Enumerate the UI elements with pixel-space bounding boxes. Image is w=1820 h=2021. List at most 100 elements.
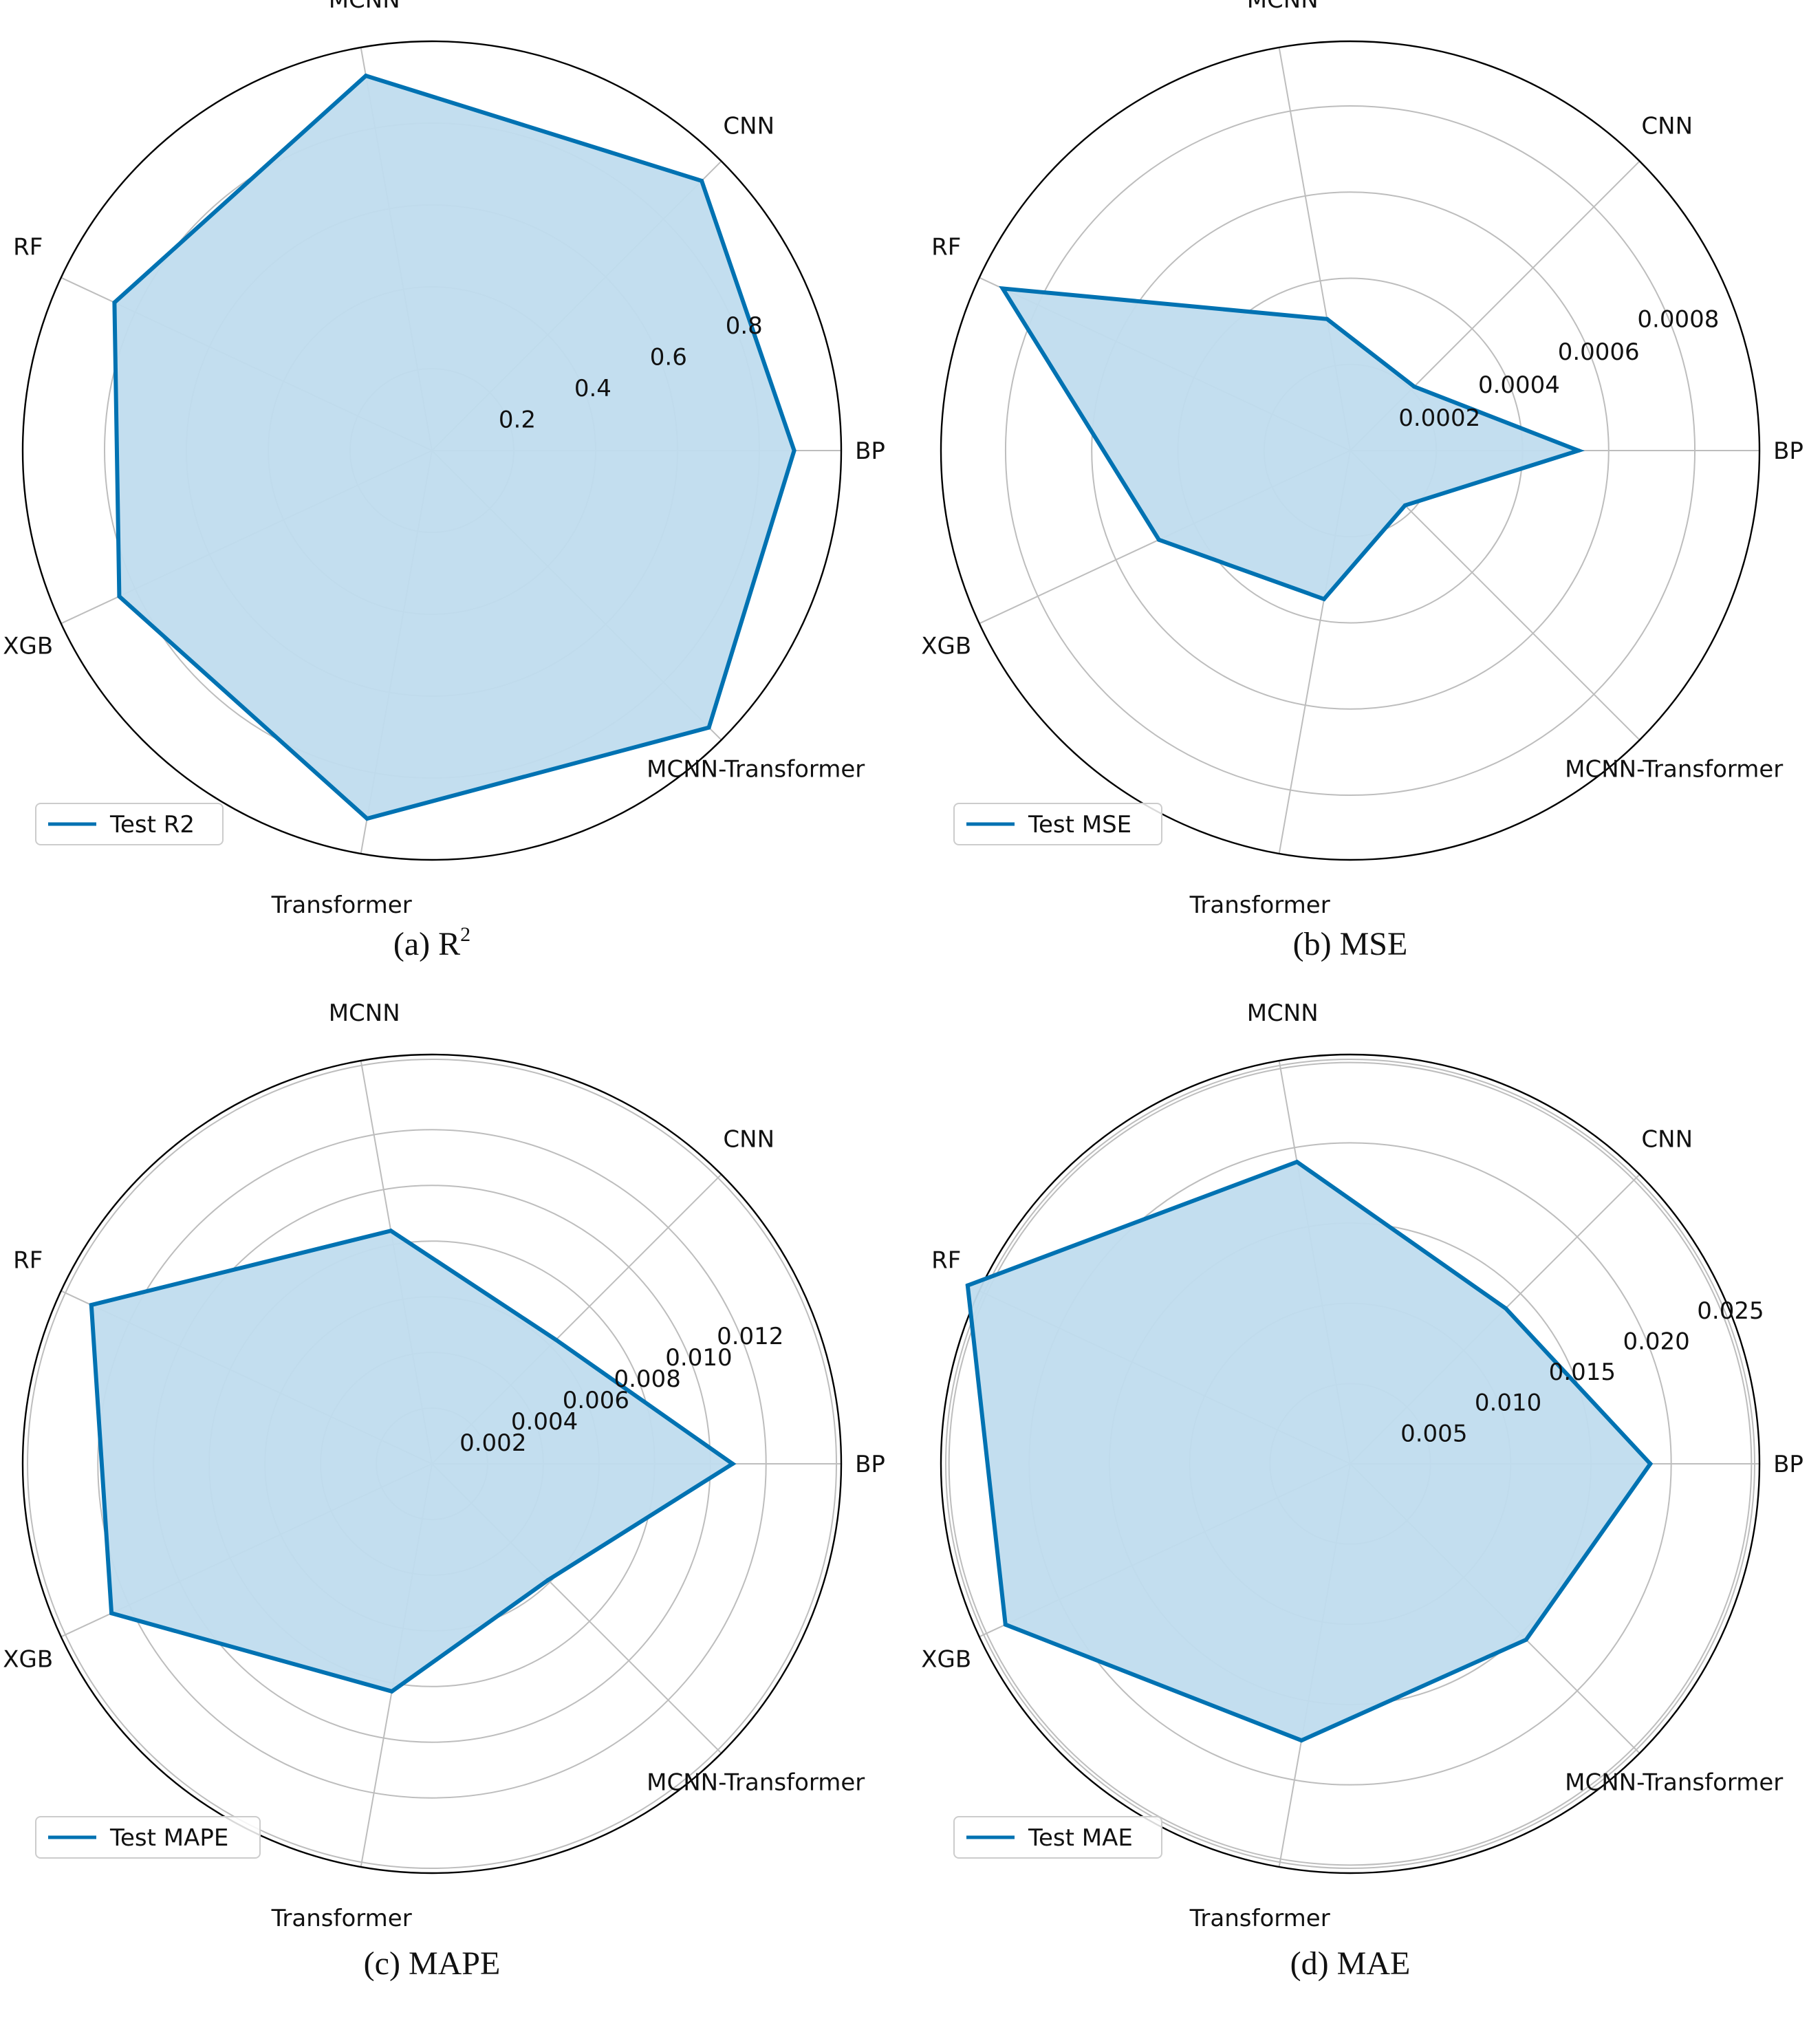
data-point xyxy=(389,1689,394,1694)
data-point xyxy=(1000,286,1005,291)
panel-caption: (a) R2 xyxy=(393,923,470,962)
data-point xyxy=(792,448,797,453)
category-label: MCNN xyxy=(1247,999,1319,1027)
category-label: CNN xyxy=(1641,112,1693,140)
data-point xyxy=(1321,596,1326,601)
data-point xyxy=(545,1577,550,1582)
polar-frame xyxy=(940,1053,1761,1874)
category-label: RF xyxy=(13,1247,43,1275)
data-point xyxy=(89,1303,94,1308)
legend-box xyxy=(35,803,224,845)
radial-tick-label: 0.025 xyxy=(1697,1297,1764,1325)
radial-tick-label: 0.6 xyxy=(650,343,687,371)
polar-frame-inner xyxy=(27,1059,837,1869)
legend: Test MSE xyxy=(953,803,1162,845)
radial-tick-label: 0.4 xyxy=(574,375,611,402)
caption-text: (d) MAE xyxy=(1290,1945,1411,1982)
polar-frame xyxy=(21,40,843,861)
category-label: BP xyxy=(855,1451,885,1478)
category-label: MCNN xyxy=(1247,0,1319,14)
category-label: MCNN-Transformer xyxy=(1565,1769,1783,1797)
legend: Test R2 xyxy=(35,803,224,845)
radial-tick-label: 0.005 xyxy=(1400,1420,1467,1447)
radial-tick-label: 0.004 xyxy=(511,1408,578,1436)
data-point xyxy=(365,816,369,821)
caption-superscript: 2 xyxy=(460,923,470,946)
data-point xyxy=(1299,1738,1304,1743)
radial-tick-label: 0.015 xyxy=(1549,1359,1616,1386)
radial-tick-label: 0.012 xyxy=(717,1323,783,1350)
panel-caption: (b) MSE xyxy=(1293,926,1408,962)
series-line xyxy=(999,285,1585,602)
data-point xyxy=(1504,1306,1508,1310)
radar-panel: 0.2 0.4 0.6 0.8 BP CNN MCNN RF XGB Transformer MCN… xyxy=(3,0,885,962)
category-label: XGB xyxy=(3,632,53,660)
radial-tick-label: 0.008 xyxy=(614,1365,680,1393)
data-point xyxy=(117,594,122,598)
radial-tick-label: 0.2 xyxy=(499,406,536,433)
radar-panel: 0.005 0.010 0.015 0.020 0.025 BP CNN MCNN RF XGB T… xyxy=(921,999,1803,1982)
radial-tick-label: 0.0004 xyxy=(1478,371,1560,399)
category-label: MCNN xyxy=(329,999,400,1027)
category-label: BP xyxy=(1773,1451,1803,1478)
caption-text: (c) MAPE xyxy=(364,1945,501,1982)
category-label: RF xyxy=(13,234,43,261)
legend-label: Test MAPE xyxy=(109,1824,228,1852)
data-point xyxy=(730,1462,735,1466)
radial-tick-label: 0.010 xyxy=(1475,1390,1541,1417)
category-label: MCNN-Transformer xyxy=(647,756,865,783)
data-point xyxy=(363,74,368,78)
legend-box xyxy=(35,1816,261,1859)
data-point xyxy=(109,1611,114,1616)
category-label: XGB xyxy=(921,1645,971,1673)
legend-label: Test MSE xyxy=(1028,811,1131,839)
series-line xyxy=(89,1228,737,1694)
legend-label: Test R2 xyxy=(109,811,195,839)
category-label: RF xyxy=(931,234,961,261)
data-point xyxy=(112,300,117,305)
category-label: BP xyxy=(855,437,885,465)
caption-text: (b) MSE xyxy=(1293,926,1408,962)
category-label: CNN xyxy=(723,1125,774,1153)
radial-tick-label: 0.006 xyxy=(563,1387,629,1414)
polar-frame xyxy=(21,1053,843,1874)
radial-tick-label: 0.020 xyxy=(1623,1328,1689,1355)
radial-tick-label: 0.0006 xyxy=(1558,338,1640,366)
data-point xyxy=(389,1229,393,1233)
category-label: MCNN-Transformer xyxy=(1565,756,1783,783)
series-area xyxy=(967,1162,1651,1741)
polar-frame-inner xyxy=(945,1059,1755,1869)
legend-label: Test MAE xyxy=(1028,1824,1133,1852)
polar-frame xyxy=(940,40,1761,861)
category-label: Transformer xyxy=(1189,1905,1330,1932)
series-line xyxy=(965,1159,1654,1743)
panel-caption: (d) MAE xyxy=(1290,1945,1411,1982)
category-label: BP xyxy=(1773,437,1803,465)
data-point xyxy=(1524,1637,1528,1642)
category-label: CNN xyxy=(723,112,774,140)
radial-tick-label: 0.010 xyxy=(665,1344,732,1372)
data-point xyxy=(1003,1622,1008,1627)
radial-tick-label: 0.002 xyxy=(459,1429,526,1457)
series-area xyxy=(1002,288,1579,599)
series-area xyxy=(91,1231,733,1692)
data-point xyxy=(1402,503,1407,508)
category-label: RF xyxy=(931,1247,961,1275)
series-line xyxy=(112,73,797,821)
data-point xyxy=(1156,537,1161,542)
legend: Test MAE xyxy=(953,1816,1162,1859)
data-point xyxy=(706,725,711,730)
category-label: MCNN xyxy=(329,0,400,14)
data-point xyxy=(1576,448,1581,453)
category-label: XGB xyxy=(921,632,971,660)
category-label: MCNN-Transformer xyxy=(647,1769,865,1797)
category-label: Transformer xyxy=(271,1905,412,1932)
legend-box xyxy=(953,1816,1162,1859)
panel-caption: (c) MAPE xyxy=(364,1945,501,1982)
radial-tick-label: 0.0008 xyxy=(1637,305,1719,333)
radial-tick-label: 0.8 xyxy=(726,312,763,340)
category-label: XGB xyxy=(3,1645,53,1673)
category-label: Transformer xyxy=(1189,891,1330,919)
